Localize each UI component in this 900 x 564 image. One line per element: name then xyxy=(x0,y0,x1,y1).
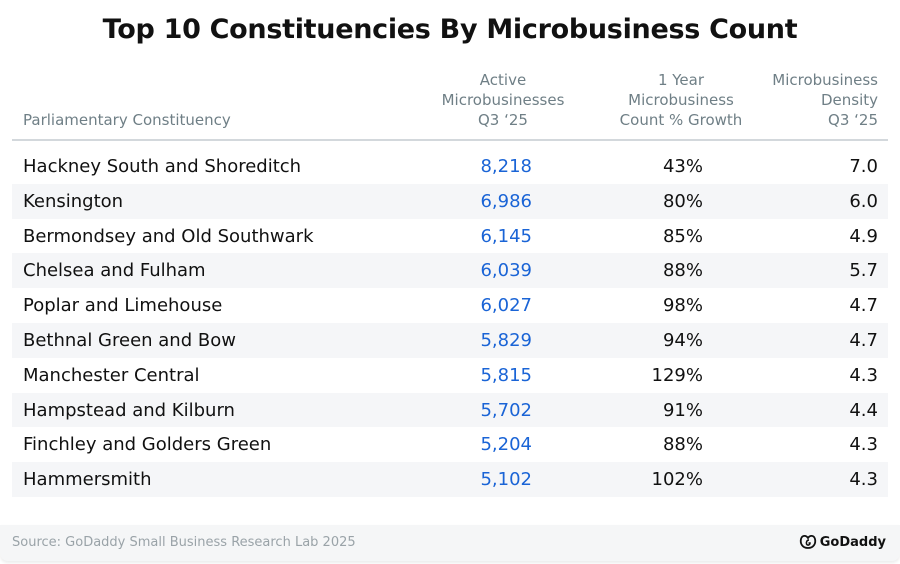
constituency-cell: Chelsea and Fulham xyxy=(23,260,206,282)
density-cell: 4.9 xyxy=(849,225,878,247)
constituency-cell: Hampstead and Kilburn xyxy=(23,399,235,421)
source-note: Source: GoDaddy Small Business Research … xyxy=(12,535,356,550)
godaddy-logo: GoDaddy xyxy=(799,534,886,550)
growth-cell: 85% xyxy=(662,225,703,247)
active-count-cell: 5,102 xyxy=(480,469,532,491)
header-density-line: Microbusiness xyxy=(772,71,878,89)
table-row: Bermondsey and Old Southwark 6,145 85% 4.9 xyxy=(12,219,888,254)
density-cell: 4.3 xyxy=(849,434,878,456)
active-count-cell: 5,702 xyxy=(480,399,532,421)
constituency-cell: Bethnal Green and Bow xyxy=(23,329,236,351)
header-density: Microbusiness Density Q3 ‘25 xyxy=(738,70,878,130)
header-density-line: Density xyxy=(820,91,878,109)
density-cell: 4.3 xyxy=(849,469,878,491)
active-count-cell: 5,815 xyxy=(480,364,532,386)
header-divider xyxy=(12,139,888,141)
godaddy-logo-text: GoDaddy xyxy=(819,534,886,550)
table-row: Kensington 6,986 80% 6.0 xyxy=(12,183,888,219)
table-row: Hampstead and Kilburn 5,702 91% 4.4 xyxy=(12,392,888,428)
growth-cell: 94% xyxy=(662,329,703,351)
header-active-line: Active xyxy=(479,71,527,89)
constituency-cell: Poplar and Limehouse xyxy=(23,295,223,317)
header-constituency: Parliamentary Constituency xyxy=(23,111,231,129)
table-row: Hammersmith 5,102 102% 4.3 xyxy=(12,462,888,497)
godaddy-logo-icon xyxy=(799,534,816,549)
density-cell: 6.0 xyxy=(849,190,878,212)
footer: Source: GoDaddy Small Business Research … xyxy=(0,525,900,561)
density-cell: 4.7 xyxy=(849,329,878,351)
growth-cell: 88% xyxy=(662,434,703,456)
header-growth-line: Count % Growth xyxy=(619,111,743,129)
active-count-cell: 5,204 xyxy=(480,434,532,456)
active-count-cell: 5,829 xyxy=(480,329,532,351)
header-density-line: Q3 ‘25 xyxy=(828,111,878,129)
table-row: Finchley and Golders Green 5,204 88% 4.3 xyxy=(12,427,888,462)
page-title: Top 10 Constituencies By Microbusiness C… xyxy=(102,14,798,45)
active-count-cell: 8,218 xyxy=(480,156,532,177)
header-active-line: Q3 ‘25 xyxy=(478,111,528,129)
active-count-cell: 6,027 xyxy=(480,295,532,317)
growth-cell: 98% xyxy=(662,295,703,317)
table-row: Manchester Central 5,815 129% 4.3 xyxy=(12,358,888,393)
growth-cell: 43% xyxy=(662,156,703,177)
table-row: Bethnal Green and Bow 5,829 94% 4.7 xyxy=(12,322,888,358)
header-growth-line: 1 Year xyxy=(657,71,705,89)
constituency-cell: Hackney South and Shoreditch xyxy=(23,156,302,177)
table-row: Chelsea and Fulham 6,039 88% 5.7 xyxy=(12,253,888,289)
growth-cell: 102% xyxy=(651,469,703,491)
density-cell: 7.0 xyxy=(849,156,878,177)
constituency-cell: Manchester Central xyxy=(23,364,200,386)
header-active: Active Microbusinesses Q3 ‘25 xyxy=(430,70,576,130)
density-cell: 4.7 xyxy=(849,295,878,317)
table-row: Hackney South and Shoreditch 8,218 43% 7.0 xyxy=(12,149,888,184)
growth-cell: 88% xyxy=(662,260,703,282)
constituency-cell: Finchley and Golders Green xyxy=(23,434,272,456)
constituency-cell: Kensington xyxy=(23,190,124,212)
active-count-cell: 6,145 xyxy=(480,225,532,247)
constituency-cell: Bermondsey and Old Southwark xyxy=(23,225,314,247)
growth-cell: 129% xyxy=(651,364,703,386)
header-active-line: Microbusinesses xyxy=(441,91,565,109)
table-row: Poplar and Limehouse 6,027 98% 4.7 xyxy=(12,288,888,323)
table-body: Hackney South and Shoreditch 8,218 43% 7.0 K… xyxy=(12,149,888,497)
density-cell: 5.7 xyxy=(849,260,878,282)
active-count-cell: 6,039 xyxy=(480,260,532,282)
header-growth: 1 Year Microbusiness Count % Growth xyxy=(606,70,756,130)
active-count-cell: 6,986 xyxy=(480,190,532,212)
density-cell: 4.3 xyxy=(849,364,878,386)
growth-cell: 91% xyxy=(662,399,703,421)
growth-cell: 80% xyxy=(662,190,703,212)
header-growth-line: Microbusiness xyxy=(628,91,734,109)
constituency-cell: Hammersmith xyxy=(23,469,152,491)
density-cell: 4.4 xyxy=(849,399,878,421)
